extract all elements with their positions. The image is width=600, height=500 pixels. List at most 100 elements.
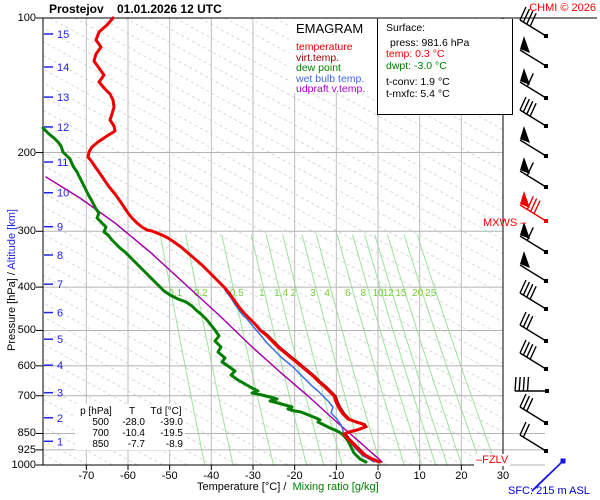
mixing-ratio-value-label: 0.2 (194, 288, 208, 299)
wind-barb (519, 157, 548, 189)
altitude-tick-label: 11 (57, 157, 68, 169)
altitude-tick-label: 4 (57, 360, 63, 372)
surface-press: press: 981.6 hPa (390, 36, 470, 49)
table-cell: -28.0 (122, 417, 145, 428)
mixing-ratio-value-label: 1.4 (274, 288, 288, 299)
pressure-tick-label: 400 (17, 281, 36, 294)
mixing-ratio-value-label: 12 (383, 288, 395, 299)
curve-updraft-virtual-temperature (45, 176, 383, 463)
mixing-ratio-value-label: 0.1 (168, 288, 182, 299)
significant-levels-table: p [hPa] T Td [°C] 500 -28.0 -39.0 700 -10.4-… (75, 404, 185, 450)
temperature-tick-label: -10 (328, 470, 345, 482)
legend-item-virt-temp-: virt.temp. (296, 51, 340, 64)
wind-barb (519, 311, 548, 343)
table-cell: -7.7 (127, 439, 145, 450)
station-title: Prostejov (49, 2, 104, 16)
legend-title: EMAGRAM (296, 21, 364, 36)
wind-barb (519, 126, 548, 158)
table-cell: -19.5 (160, 428, 183, 439)
pressure-ticks (36, 17, 43, 466)
temperature-tick-label: -50 (161, 470, 178, 482)
mixing-ratio-lines (159, 234, 497, 465)
temperature-tick-label: -30 (245, 470, 261, 482)
temperature-tick-label: -70 (78, 470, 95, 482)
table-row: 700 -10.4 -19.5 (75, 428, 185, 439)
curve-dew-point (41, 126, 368, 464)
pressure-tick-label: 925 (17, 443, 36, 456)
legend-item-udpraft-v-temp-: udpraft v.temp. (296, 83, 366, 95)
altitude-tick-label: 13 (57, 92, 69, 104)
altitude-tick-label: 7 (57, 279, 63, 291)
axis-title-separator: / (6, 269, 18, 279)
surface-wind-barb (531, 458, 566, 492)
pressure-tick-label: 100 (17, 12, 36, 24)
table-cell: -10.4 (122, 428, 145, 439)
pressure-tick-label: 850 (17, 427, 36, 440)
mixing-ratio-value-label: 15 (395, 288, 407, 299)
mixing-ratio-value-label: 8 (360, 288, 366, 299)
altitude-tick-label: 1 (57, 436, 63, 448)
axis-title-separator2: / (280, 481, 293, 493)
altitude-tick-label: 10 (57, 188, 69, 200)
x-axis-title: Temperature [°C] / Mixing ratio [g/kg] (197, 481, 379, 493)
wind-barb (519, 251, 548, 283)
mxws-label: MXWS – (483, 217, 527, 229)
pressure-tick-label: 700 (17, 389, 36, 402)
temperature-axis-title: Temperature [°C] (197, 481, 281, 493)
table-rows: 500 -28.0 -39.0 700 -10.4 -19.5 850 -7.7 -8.9 (75, 417, 185, 450)
mixing-ratio-value-label: 0.5 (230, 288, 244, 299)
mixing-ratio-value-label: 3 (310, 288, 316, 299)
table-cell: -8.9 (165, 439, 183, 450)
table-cell: -39.0 (160, 417, 183, 428)
temperature-tick-label: 20 (455, 470, 468, 482)
altitude-tick-label: 3 (57, 388, 63, 400)
altitude-tick-label: 8 (57, 250, 63, 262)
wind-barb (519, 6, 548, 38)
sfc-altitude-label: SFC: 215 m ASL (508, 485, 590, 497)
surface-title: Surface: (386, 22, 426, 34)
mixing-ratio-value-label: 25 (425, 288, 437, 299)
wind-barb (519, 279, 548, 311)
altitude-tick-label: 2 (57, 413, 63, 425)
temperature-tick-label: -60 (120, 470, 136, 482)
mixing-ratio-value-label: 20 (412, 288, 424, 299)
mixing-ratio-axis-title: Mixing ratio [g/kg] (292, 481, 379, 493)
table-cell: 850 (92, 439, 109, 450)
surface-tmxfc: t-mxfc: 5.4 °C (386, 87, 450, 100)
table-cell: 700 (92, 428, 109, 439)
mixing-ratio-value-label: 6 (345, 288, 351, 299)
curve-temperature (86, 16, 381, 464)
temperature-ticks (85, 465, 504, 470)
table-header: p [hPa] T Td [°C] (75, 404, 185, 417)
wind-barb (519, 96, 548, 128)
surface-dwpt: dwpt: -3.0 °C (386, 59, 447, 72)
surface-tconv: t-conv: 1.9 °C (386, 76, 450, 88)
datetime-title: 01.01.2026 12 UTC (117, 2, 222, 16)
altitude-tick-label: 14 (57, 62, 69, 74)
legend-item-temperature: temperature (296, 41, 353, 53)
pressure-tick-label: 600 (17, 359, 36, 372)
dry-adiabat-lines (43, 18, 503, 465)
temperature-tick-label: 10 (413, 470, 426, 482)
y-axis-title: Pressure [hPa] / Altitude [km] (6, 140, 18, 420)
temperature-tick-label: 30 (496, 470, 510, 482)
mixing-ratio-value-label: 2 (291, 288, 297, 299)
table-cell: 500 (92, 417, 109, 428)
table-row: 500 -28.0 -39.0 (75, 417, 185, 428)
legend-panel: EMAGRAM temperature virt.temp. dew point we… (289, 19, 384, 95)
legend-item-dew-point: dew point (296, 62, 341, 74)
legend-items: temperature virt.temp. dew point wet bulb t… (296, 42, 384, 95)
table-row: 850 -7.7 -8.9 (75, 439, 185, 450)
pressure-tick-label: 1000 (11, 459, 36, 471)
table-header-td: Td [°C] (150, 406, 182, 417)
wind-barb (519, 393, 548, 425)
temperature-tick-label: 0 (374, 470, 382, 482)
wind-barb (514, 376, 549, 393)
mixing-ratio-value-label: 1 (259, 288, 265, 299)
mixing-ratio-value-label: 4 (324, 288, 330, 299)
wind-barb (519, 222, 548, 254)
altitude-ticks: 15 14 13 12 11 10 9 8 7 6 5 4 3 2 1 (44, 29, 69, 448)
